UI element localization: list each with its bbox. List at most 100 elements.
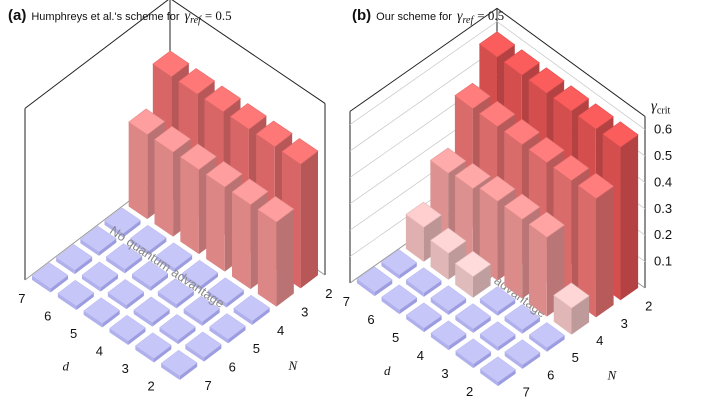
- tile-top: [405, 267, 442, 294]
- title-text: Humphreys et al.'s scheme for: [31, 11, 180, 23]
- tile-side: [76, 292, 94, 310]
- bar-top: [257, 196, 295, 223]
- bar-top: [255, 120, 293, 148]
- bar-top: [128, 108, 166, 136]
- no-advantage-tile: [233, 294, 271, 325]
- tile-side: [174, 255, 193, 273]
- tile-side: [128, 327, 146, 345]
- tile-top: [479, 321, 516, 348]
- title-subscript: ref: [463, 15, 475, 26]
- tile-side: [455, 351, 474, 369]
- no-advantage-tile: [104, 207, 141, 238]
- bar-side: [620, 134, 639, 301]
- bar-top: [430, 227, 467, 254]
- tile-side: [80, 239, 99, 256]
- d-tick-label: 7: [18, 291, 25, 306]
- tile-side: [455, 315, 474, 333]
- tile-top: [504, 339, 541, 366]
- no-advantage-tile: [479, 321, 516, 351]
- no-advantage-tile: [356, 266, 393, 297]
- tile-side: [381, 261, 400, 279]
- bar-side: [455, 263, 473, 298]
- bar-side: [595, 186, 614, 318]
- no-advantage-tile: [405, 302, 443, 333]
- bar-top: [528, 67, 565, 94]
- tile-side: [430, 333, 449, 351]
- no-advantage-tile: [528, 322, 566, 352]
- bar-top: [528, 136, 565, 163]
- tile-side: [522, 352, 541, 369]
- no-advantage-tile: [159, 314, 196, 345]
- tile-side: [497, 334, 516, 351]
- tile-side: [150, 273, 168, 291]
- no-advantage-tile: [381, 284, 418, 315]
- z-tick-label: 0.5: [654, 148, 672, 163]
- tile-side: [399, 297, 417, 315]
- n-tick-label: 2: [325, 286, 332, 301]
- tile-top: [109, 314, 146, 342]
- n-tick-label: 5: [572, 350, 579, 365]
- bar-top: [479, 175, 516, 202]
- bar-top: [552, 85, 590, 112]
- bar-top: [203, 85, 242, 113]
- tile-top: [133, 296, 171, 323]
- tile-side: [497, 369, 516, 387]
- panel-title: (a) Humphreys et al.'s scheme for γref = 0.…: [8, 7, 232, 26]
- tile-side: [381, 297, 400, 315]
- no-advantage-tile: [405, 267, 442, 297]
- tile-top: [55, 244, 93, 271]
- no-advantage-tile: [55, 244, 93, 275]
- tile-top: [454, 303, 492, 330]
- no-advantage-tile: [430, 285, 467, 315]
- tile-top: [131, 260, 169, 288]
- tile-top: [181, 259, 219, 287]
- no-advantage-tile: [57, 279, 95, 310]
- tile-side: [203, 344, 222, 362]
- bar-top: [528, 211, 565, 238]
- bar-side: [154, 139, 174, 237]
- d-tick-label: 2: [147, 378, 154, 393]
- tile-side: [423, 315, 442, 333]
- no-advantage-tile: [31, 262, 69, 293]
- title-symbol: γ: [185, 9, 191, 24]
- tile-side: [399, 262, 417, 279]
- tile-top: [83, 297, 121, 324]
- tile-top: [356, 266, 393, 293]
- z-tick-label: 0.1: [654, 254, 672, 269]
- tile-top: [157, 278, 195, 305]
- bar-top: [281, 138, 319, 165]
- tile-top: [57, 279, 95, 307]
- tile-top: [160, 349, 198, 377]
- bar: [257, 196, 295, 307]
- n-tick-label: 6: [547, 367, 554, 382]
- tile-top: [104, 207, 141, 234]
- bar-side: [232, 192, 251, 290]
- z-tick-label: 0.4: [654, 174, 672, 189]
- title-subscript: ref: [190, 15, 202, 26]
- tile-side: [104, 220, 124, 238]
- x-axis-title: N: [288, 358, 299, 373]
- tile-top: [81, 261, 119, 288]
- bar-top: [503, 49, 540, 76]
- no-advantage-tile: [455, 338, 492, 369]
- no-advantage-tile: [380, 249, 418, 279]
- tile-side: [200, 272, 218, 290]
- bar-top: [503, 193, 541, 220]
- tile-side: [124, 256, 143, 274]
- bar-top: [205, 161, 243, 188]
- tile-side: [74, 256, 93, 275]
- bar-top: [152, 50, 190, 78]
- bar-top: [454, 82, 491, 109]
- tile-top: [430, 320, 467, 347]
- tile-top: [134, 332, 172, 359]
- tile-top: [455, 338, 492, 365]
- tile-side: [100, 274, 118, 292]
- tile-top: [129, 224, 167, 252]
- bar-side: [128, 122, 148, 220]
- tile-side: [152, 309, 170, 327]
- z-tick-label: 0.2: [654, 227, 672, 242]
- no-advantage-tile: [207, 277, 245, 308]
- no-advantage-tile: [430, 320, 467, 351]
- tile-side: [480, 333, 498, 351]
- tile-side: [226, 290, 244, 308]
